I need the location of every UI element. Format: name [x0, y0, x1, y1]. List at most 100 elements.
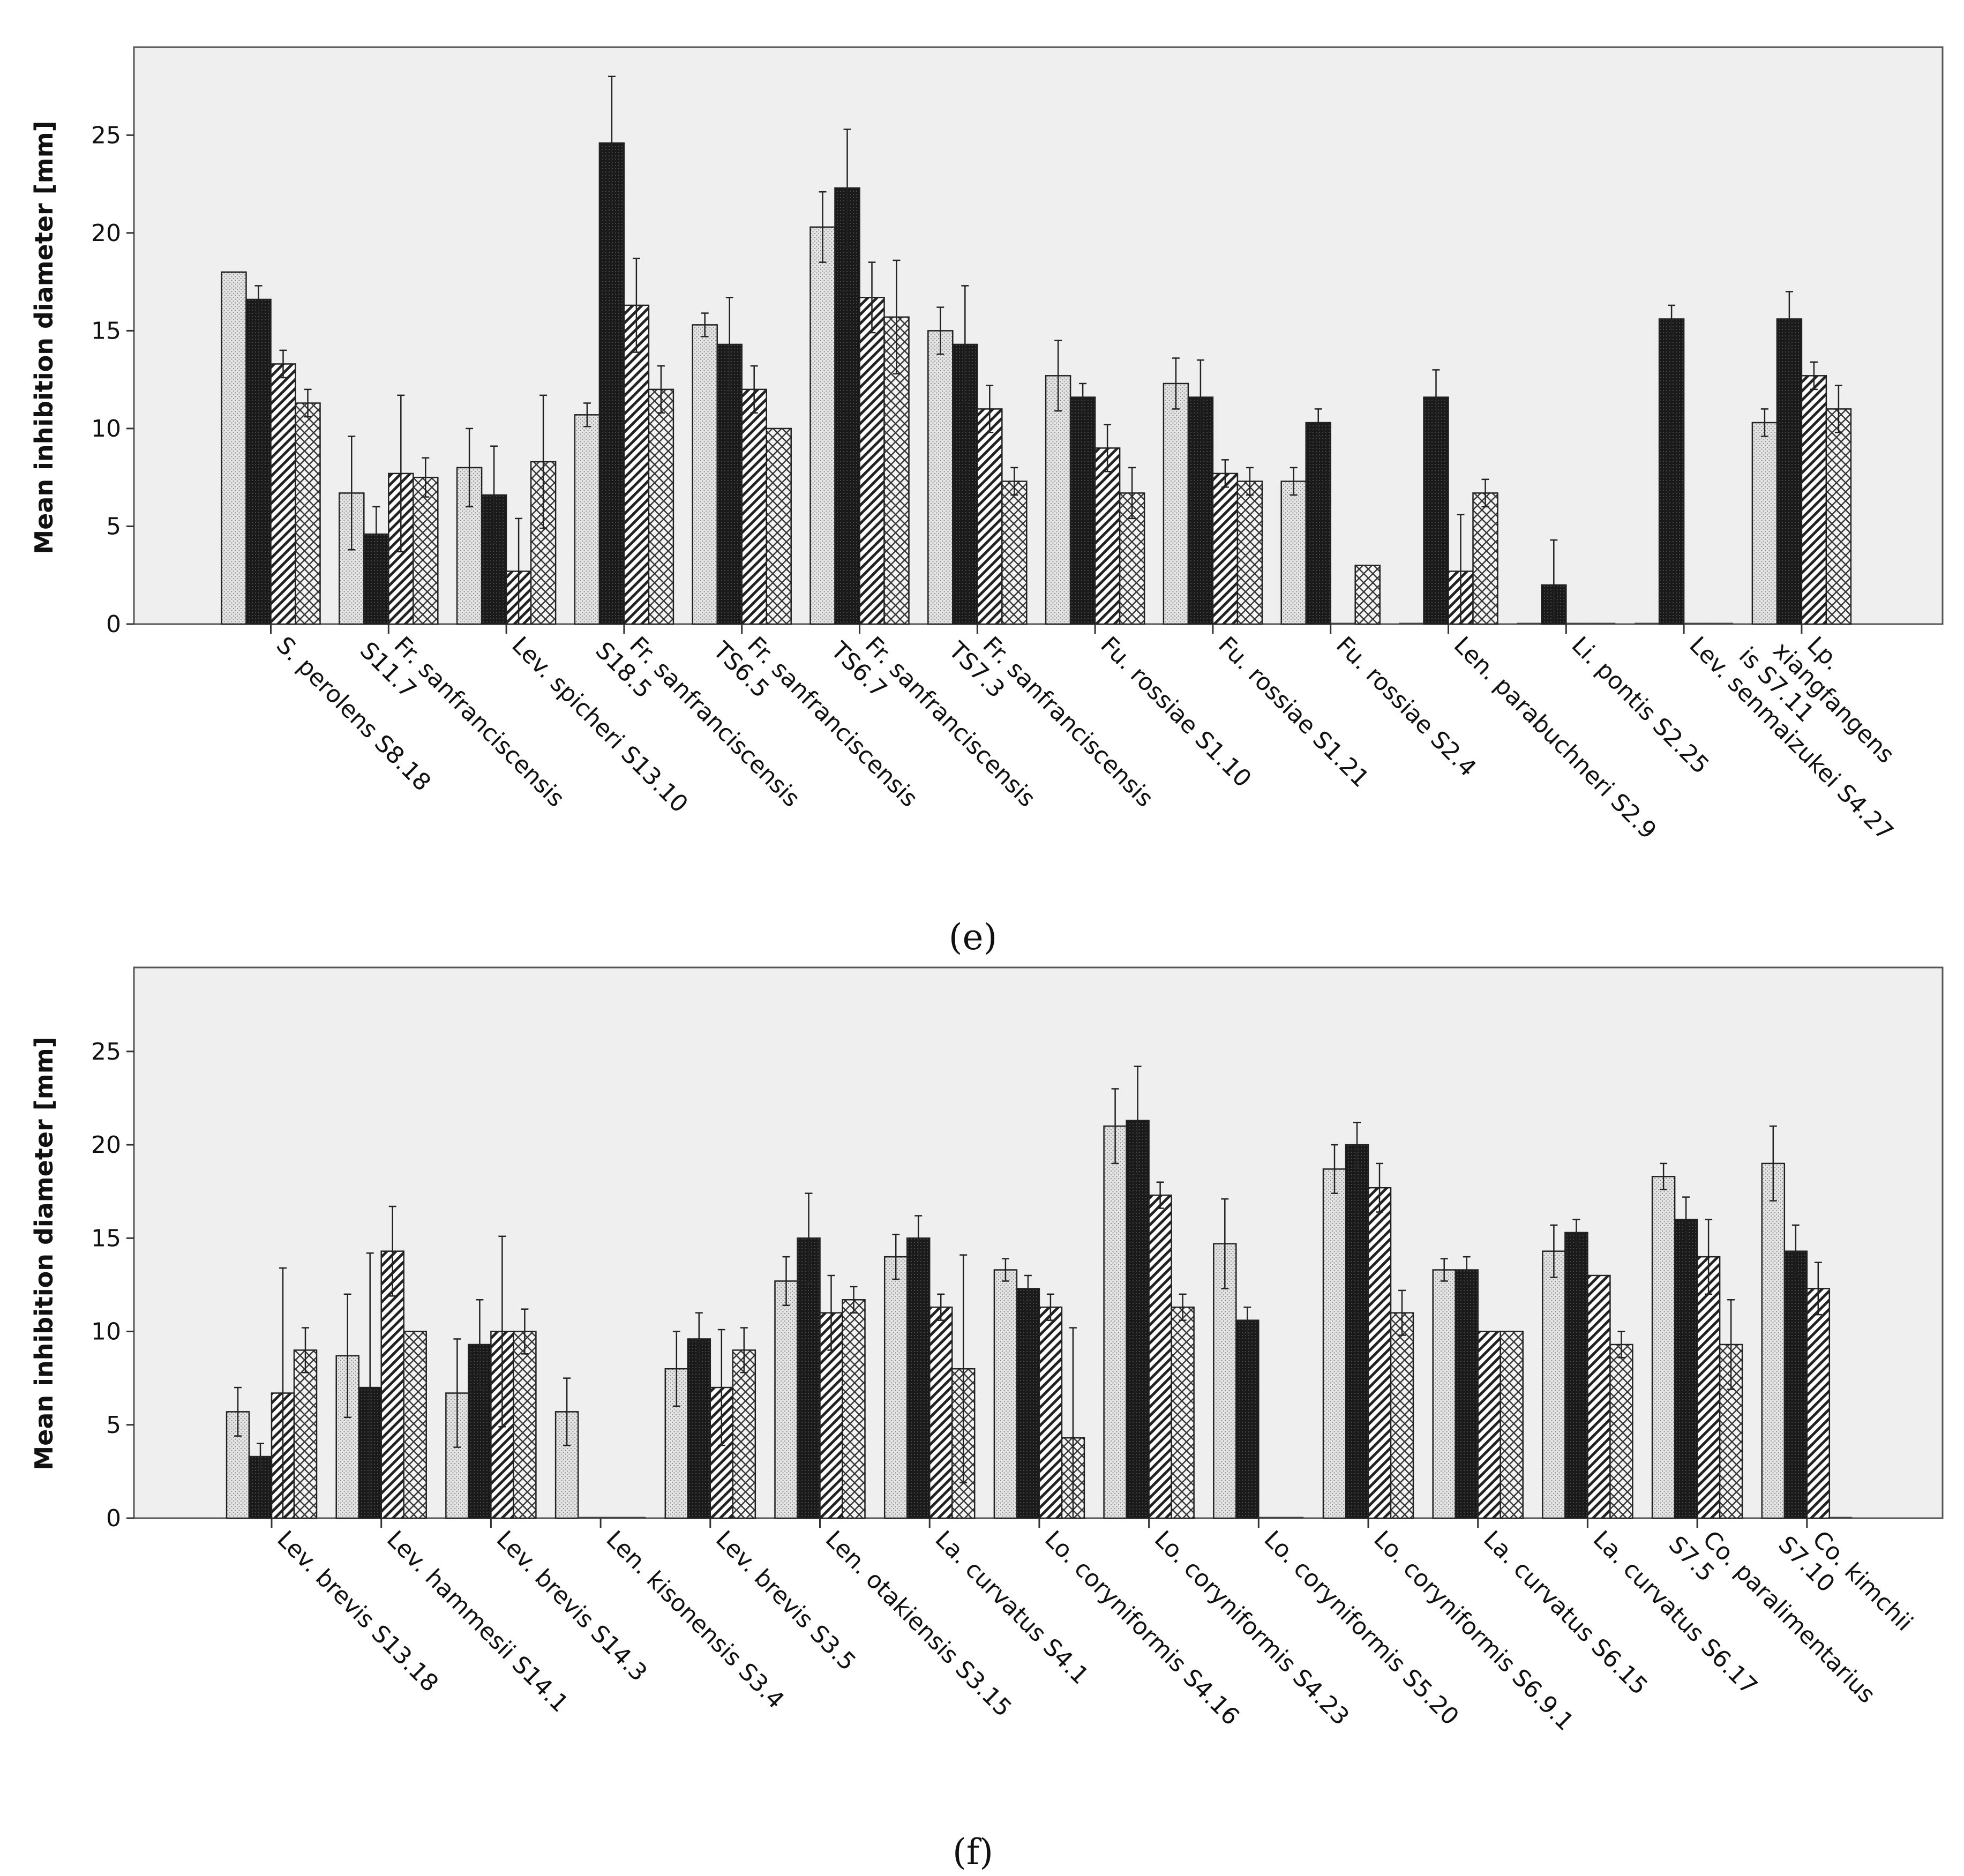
bar-group: [1399, 369, 1498, 625]
bar: [1367, 1187, 1392, 1519]
bar: [766, 427, 792, 625]
bar: [1651, 1176, 1676, 1519]
bar: [1801, 375, 1827, 625]
bar: [598, 142, 625, 625]
bar: [574, 414, 601, 625]
bar-group: [226, 1267, 318, 1519]
bar-group: [1651, 1162, 1743, 1519]
bar: [1038, 1306, 1063, 1519]
bar-group: [1517, 539, 1616, 625]
category-label-line: Len. kisonensis S3.4: [601, 1526, 789, 1714]
category-label-line: Lo. coryniformis S6.9.1: [1368, 1526, 1579, 1736]
bar: [732, 1349, 756, 1519]
bar: [1751, 422, 1778, 625]
y-tick-label: 5: [106, 513, 121, 540]
bar: [1001, 481, 1028, 625]
bar: [1825, 408, 1852, 625]
bar-group: [574, 76, 674, 625]
panel-label-e: (e): [949, 917, 998, 958]
bar-group: [1163, 357, 1263, 625]
category-label-line: Len. parabuchneri S2.9: [1449, 632, 1662, 845]
y-tick-label: 0: [106, 611, 121, 638]
bar-group: [809, 129, 910, 625]
bar: [1674, 1219, 1698, 1519]
chart-panel-f: Mean inhibition diameter [mm] 0 5 10 15 20 25…: [29, 966, 1944, 1873]
bar: [1163, 382, 1189, 625]
bar: [1587, 1274, 1611, 1519]
category-label: Len. parabuchneri S2.9: [1449, 632, 1662, 845]
bar: [1783, 1250, 1808, 1519]
bar-group: [456, 394, 557, 625]
bars-e: [221, 76, 1852, 625]
bar: [403, 1331, 427, 1519]
category-label: Lo. coryniformis S4.23: [1149, 1526, 1354, 1731]
y-axis-e: 0 5 10 15 20 25: [91, 122, 134, 638]
bar: [1148, 1194, 1172, 1519]
bar-group: [1761, 1125, 1852, 1519]
bar: [1806, 1288, 1831, 1519]
bar: [1213, 1243, 1237, 1519]
bar: [1696, 1256, 1721, 1519]
bar: [1280, 481, 1307, 625]
bar: [1045, 375, 1071, 625]
y-tick-label: 0: [106, 1505, 121, 1532]
y-tick-label: 25: [91, 1038, 121, 1065]
bar-group: [335, 1205, 427, 1519]
bar: [883, 1256, 908, 1519]
bar: [413, 476, 439, 625]
category-label-line: Lo. coryniformis S4.23: [1149, 1526, 1354, 1731]
bar: [1609, 1344, 1633, 1519]
bars-f: [226, 1065, 1852, 1519]
y-axis-label-f: Mean inhibition diameter [mm]: [29, 1037, 58, 1470]
y-axis-f: 0 5 10 15 20 25: [91, 1038, 134, 1532]
bar: [1761, 1162, 1786, 1519]
bar: [1322, 1168, 1347, 1519]
bar: [1236, 481, 1263, 625]
bar-group: [445, 1235, 537, 1519]
bar: [1390, 1312, 1414, 1519]
bar-group: [1635, 304, 1734, 625]
y-tick-label: 15: [91, 317, 121, 344]
category-label-line: Lev. hammesii S14.1: [381, 1526, 574, 1718]
bar: [1171, 1306, 1195, 1519]
bar: [1235, 1319, 1260, 1519]
bar-group: [554, 1377, 646, 1519]
y-tick-label: 20: [91, 1131, 121, 1159]
y-tick-label: 15: [91, 1225, 121, 1252]
bar: [1069, 396, 1096, 625]
bar: [1345, 1144, 1369, 1519]
y-tick-label: 10: [91, 415, 121, 442]
y-tick-label: 5: [106, 1412, 121, 1439]
bar: [293, 1349, 318, 1519]
category-label: Lev. hammesii S14.1: [381, 1526, 574, 1718]
bar: [1423, 396, 1449, 625]
bar-group: [1103, 1065, 1195, 1519]
bar: [809, 226, 836, 625]
bar: [295, 402, 321, 625]
bar: [993, 1269, 1018, 1519]
bar: [648, 388, 674, 625]
bar: [270, 363, 296, 625]
bar: [692, 324, 718, 625]
bar: [928, 1306, 953, 1519]
bar-group: [1280, 408, 1381, 625]
y-axis-label-e: Mean inhibition diameter [mm]: [29, 121, 58, 554]
bar: [927, 330, 954, 625]
bar: [1472, 492, 1498, 625]
category-label: Lo. coryniformis S6.9.1: [1368, 1526, 1579, 1736]
bar-group: [221, 271, 321, 625]
category-label: Lo. coryniformis S5.20: [1259, 1526, 1464, 1731]
bar: [834, 187, 860, 625]
bar: [1658, 318, 1685, 625]
bar: [1432, 1269, 1456, 1519]
bar: [687, 1338, 711, 1519]
bar: [859, 297, 885, 625]
bar: [1354, 565, 1381, 625]
bar: [906, 1237, 931, 1519]
bar: [1776, 318, 1803, 625]
bar-group: [692, 297, 792, 625]
bar-group: [1322, 1121, 1414, 1519]
bar: [1016, 1288, 1040, 1519]
bar: [248, 1455, 273, 1519]
